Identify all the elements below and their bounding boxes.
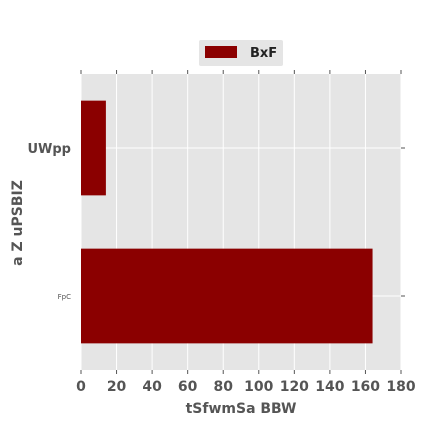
x-axis-label: tSfwmSa BBW [186, 401, 297, 417]
x-tick-labels: 0 20 40 60 80 100 120 140 160 180 [76, 379, 416, 395]
grid-lines [80, 74, 402, 370]
x-tick-label: 100 [244, 379, 273, 395]
axis-ticks [80, 70, 405, 374]
x-tick-label: 180 [386, 379, 415, 395]
bar [81, 248, 373, 344]
bars [81, 100, 373, 344]
x-tick-label: 20 [107, 379, 127, 395]
y-tick-label: UWpp [27, 142, 71, 157]
legend: BxF [199, 40, 283, 66]
x-tick-label: 120 [280, 379, 309, 395]
bar [81, 100, 106, 196]
y-tick-labels: UWpp FpC [27, 142, 71, 301]
y-tick-label: FpC [58, 293, 71, 301]
y-axis-label: a Z uPSBIZ [10, 180, 26, 266]
legend-label: BxF [250, 46, 277, 61]
x-tick-label: 140 [315, 379, 344, 395]
x-tick-label: 40 [142, 379, 162, 395]
x-tick-label: 80 [213, 379, 233, 395]
x-tick-label: 160 [351, 379, 380, 395]
x-tick-label: 0 [76, 379, 86, 395]
legend-swatch [205, 46, 237, 58]
x-tick-label: 60 [178, 379, 198, 395]
